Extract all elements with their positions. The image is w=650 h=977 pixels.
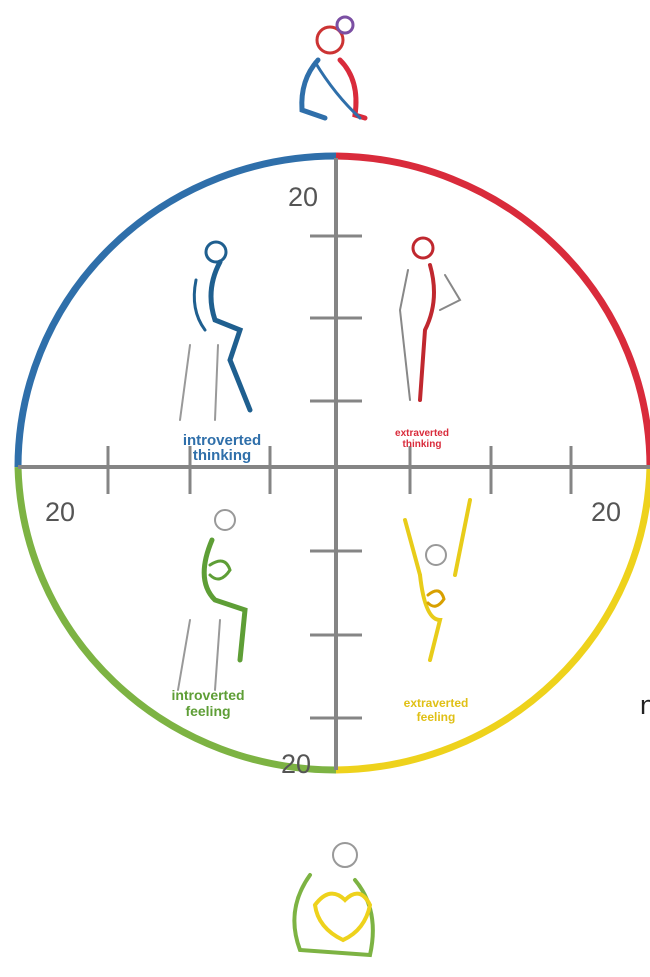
figure-top <box>302 17 365 118</box>
quadrant-label: feeling <box>185 703 230 719</box>
quadrant-label: thinking <box>403 439 442 450</box>
quadrant-label: thinking <box>193 447 251 464</box>
figure-bottom <box>294 843 372 955</box>
figure-extraverted-feeling <box>405 500 470 660</box>
arc-extraverted-thinking <box>336 156 650 467</box>
figure-introverted-thinking <box>180 242 250 420</box>
axis-label-bottom: 20 <box>281 749 311 779</box>
quadrant-label: extraverted <box>395 428 449 439</box>
diagram: 20 20 20 20 n <box>0 0 650 977</box>
figure-introverted-feeling <box>178 510 245 690</box>
axis-label-left: 20 <box>45 497 75 527</box>
ticks <box>108 236 571 718</box>
quadrant-label: feeling <box>417 710 456 724</box>
axis-label-top: 20 <box>288 182 318 212</box>
quadrant-label: extraverted <box>404 696 469 710</box>
axis-label-right: 20 <box>591 497 621 527</box>
figure-extraverted-thinking <box>400 238 460 400</box>
edge-text: n <box>640 690 650 720</box>
quadrant-label: introverted <box>171 687 244 703</box>
